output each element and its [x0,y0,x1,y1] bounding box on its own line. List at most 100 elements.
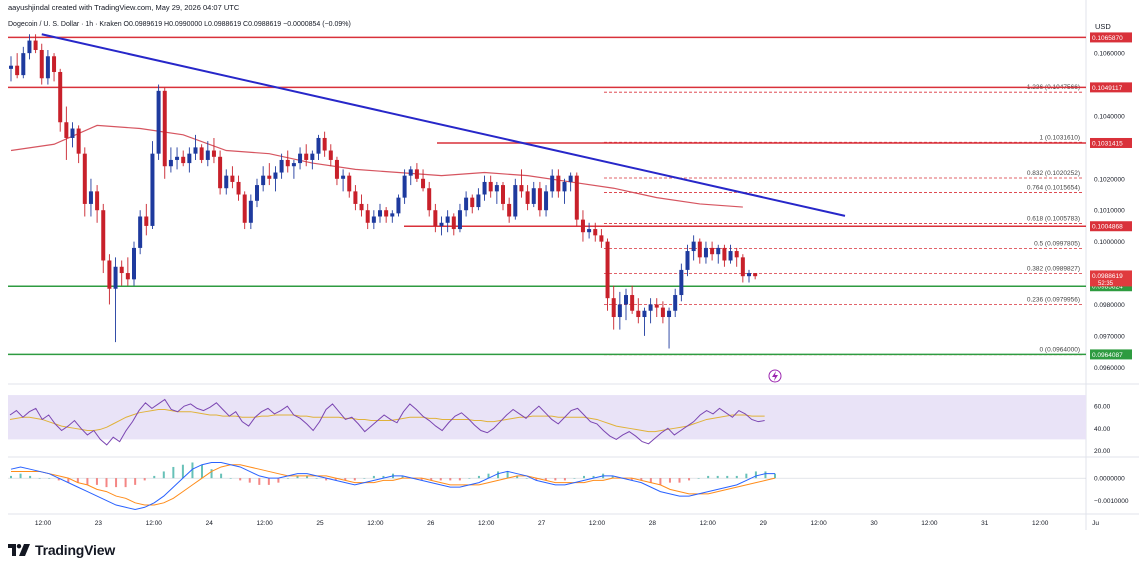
lightning-bolt-icon [772,371,778,381]
time-tick-label: 26 [427,520,435,527]
candle-body [728,251,733,261]
candle-body [193,147,198,154]
candle-body [242,194,247,223]
macd-histogram-bar [334,478,337,481]
candle-body [230,175,235,182]
candle-body [734,251,739,258]
candle-body [427,188,432,211]
candle-body [550,175,555,192]
fib-level-label: 0.5 (0.0997805) [1034,241,1080,248]
candle-body [451,216,456,230]
fib-level-label: 0.832 (0.1020252) [1027,170,1080,177]
candle-body [298,153,303,164]
candle-body [150,153,155,226]
candle-body [211,150,216,157]
candle-body [457,210,462,230]
candle-body [144,216,149,226]
candle-body [9,65,13,69]
macd-histogram-bar [535,478,538,481]
time-tick-label: 12:00 [921,520,938,527]
candle-body [660,307,665,318]
macd-histogram-bar [124,478,127,488]
candle-body [88,191,93,204]
level-price-label: 0.1049117 [1092,85,1123,92]
candle-body [15,65,20,76]
candle-body [390,213,395,217]
time-tick-label: 27 [538,520,546,527]
candle-body [710,247,715,255]
macd-histogram-bar [86,478,89,485]
macd-histogram-bar [688,478,691,481]
macd-histogram-bar [296,475,299,479]
time-tick-label: 12:00 [35,520,52,527]
time-tick-label: 30 [870,520,878,527]
candle-body [76,128,81,154]
macd-histogram-bar [29,475,32,479]
candle-body [507,203,512,217]
candle-body [544,191,549,211]
candle-body [464,197,469,211]
candle-body [224,175,229,189]
fib-level-label: 0.764 (0.1015654) [1027,184,1080,191]
macd-histogram-bar [477,475,480,479]
macd-histogram-bar [19,473,22,479]
level-price-label: 0.1065870 [1092,35,1123,42]
macd-histogram-bar [401,475,404,479]
candle-body [334,159,339,179]
candle-body [476,194,481,208]
candle-body [494,185,499,192]
candle-body [691,241,696,252]
candle-body [580,219,585,233]
candle-body [562,181,567,192]
candle-body [673,295,678,311]
fib-level-label: 0 (0.0964000) [1040,347,1080,354]
candle-body [482,181,487,195]
macd-histogram-bar [611,475,614,479]
candle-body [568,175,573,182]
candle-body [654,304,659,308]
time-tick-label: 24 [206,520,214,527]
macd-histogram-bar [525,478,528,479]
macd-histogram-bar [315,478,318,479]
macd-histogram-bar [764,471,767,479]
macd-histogram-bar [181,464,184,479]
time-tick-label: 12:00 [810,520,827,527]
tradingview-footer[interactable]: TradingView [8,540,115,560]
candle-body [175,156,180,160]
macd-histogram-bar [592,475,595,479]
candle-body [605,241,610,299]
macd-histogram-bar [153,475,156,479]
macd-histogram-bar [707,475,710,479]
macd-histogram-bar [210,469,213,479]
macd-histogram-bar [143,478,146,481]
price-tick-label: 0.0960000 [1094,365,1125,372]
macd-histogram-bar [134,478,137,485]
lightning-icon [768,369,782,383]
macd-histogram-bar [439,478,442,481]
candle-body [593,229,598,236]
candle-body [107,260,112,289]
rsi-tick-label: 60.00 [1094,404,1111,411]
candle-body [421,178,426,189]
candle-body [304,153,309,160]
macd-histogram-bar [668,478,671,483]
macd-histogram-bar [277,478,280,483]
macd-histogram-bar [458,478,461,481]
candle-body [611,298,616,318]
macd-histogram-bar [325,478,328,481]
created-by-text: aayushjindal created with TradingView.co… [8,3,240,12]
candle-body [402,175,407,198]
price-tick-label: 0.0970000 [1094,333,1125,340]
candle-body [703,247,708,258]
rsi-tick-label: 40.00 [1094,426,1111,433]
candle-body [359,203,364,211]
candle-body [255,185,259,201]
time-tick-label: 12:00 [367,520,384,527]
fib-level-label: 0.236 (0.0979956) [1027,297,1080,304]
candle-body [378,210,382,217]
candle-body [70,128,75,138]
macd-histogram-bar [554,478,557,481]
macd-histogram-bar [344,478,347,481]
